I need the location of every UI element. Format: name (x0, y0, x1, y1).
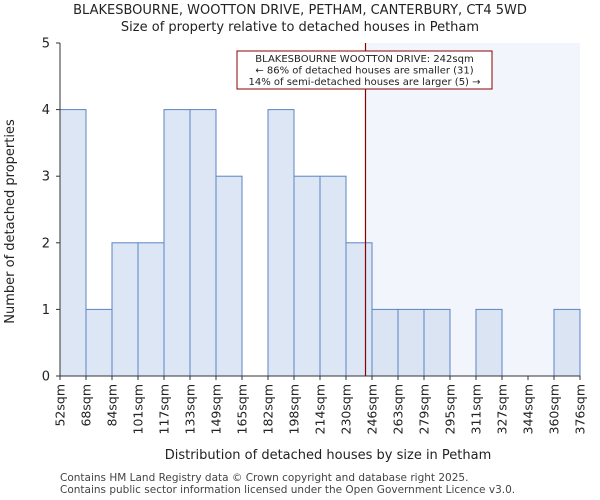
x-tick-label: 376sqm (573, 384, 588, 434)
x-axis-title: Distribution of detached houses by size … (165, 448, 492, 463)
x-tick-label: 182sqm (261, 384, 276, 434)
footer-copyright: Contains HM Land Registry data © Crown c… (60, 472, 469, 484)
histogram-bar (397, 308, 425, 377)
histogram-bar (111, 242, 139, 377)
footer-licence: Contains public sector information licen… (60, 484, 516, 496)
x-tick-label: 133sqm (183, 384, 198, 434)
y-tick-label: 0 (42, 370, 50, 385)
histogram-bar (215, 175, 243, 377)
y-axis-title: Number of detached properties (3, 119, 18, 324)
x-tick-label: 360sqm (547, 384, 562, 434)
histogram-bar (553, 308, 581, 377)
histogram-bar (293, 175, 321, 377)
x-tick-label: 198sqm (287, 384, 302, 434)
histogram-bar (423, 308, 451, 377)
x-tick-label: 149sqm (209, 384, 224, 434)
annotation-box (236, 50, 493, 90)
histogram-bar (319, 175, 347, 377)
x-tick-label: 117sqm (157, 384, 172, 434)
y-tick-label: 5 (42, 37, 50, 52)
y-tick-label: 1 (42, 303, 50, 318)
x-tick-label: 230sqm (339, 384, 354, 434)
chart-subtitle: Size of property relative to detached ho… (120, 20, 480, 35)
x-tick-label: 279sqm (417, 384, 432, 434)
annotation-line: ← 86% of detached houses are smaller (31… (255, 66, 473, 77)
x-tick-label: 246sqm (365, 384, 380, 434)
x-tick-label: 263sqm (391, 384, 406, 434)
x-tick-label: 344sqm (521, 384, 536, 434)
x-tick-label: 214sqm (313, 384, 328, 434)
histogram-bar (59, 109, 87, 377)
histogram-bar (345, 242, 373, 377)
histogram-bar (371, 308, 399, 377)
histogram-bar (267, 109, 295, 377)
histogram-bar (85, 308, 113, 377)
y-tick-label: 2 (42, 236, 50, 251)
histogram-bar (137, 242, 165, 377)
x-tick-label: 52sqm (53, 384, 68, 427)
annotation-line: BLAKESBOURNE WOOTTON DRIVE: 242sqm (255, 54, 473, 65)
x-tick-label: 165sqm (235, 384, 250, 434)
y-tick-label: 4 (42, 103, 50, 118)
histogram-bar (189, 109, 217, 377)
histogram-bar (163, 109, 191, 377)
x-tick-label: 311sqm (469, 384, 484, 434)
annotation-line: 14% of semi-detached houses are larger (… (248, 77, 480, 88)
x-tick-label: 101sqm (131, 384, 146, 434)
y-tick-label: 3 (42, 170, 50, 185)
x-tick-label: 327sqm (495, 384, 510, 434)
x-tick-label: 295sqm (443, 384, 458, 434)
x-tick-label: 84sqm (105, 384, 120, 427)
histogram-bar (475, 308, 503, 377)
x-tick-label: 68sqm (79, 384, 94, 427)
chart-title: BLAKESBOURNE, WOOTTON DRIVE, PETHAM, CAN… (73, 3, 527, 18)
